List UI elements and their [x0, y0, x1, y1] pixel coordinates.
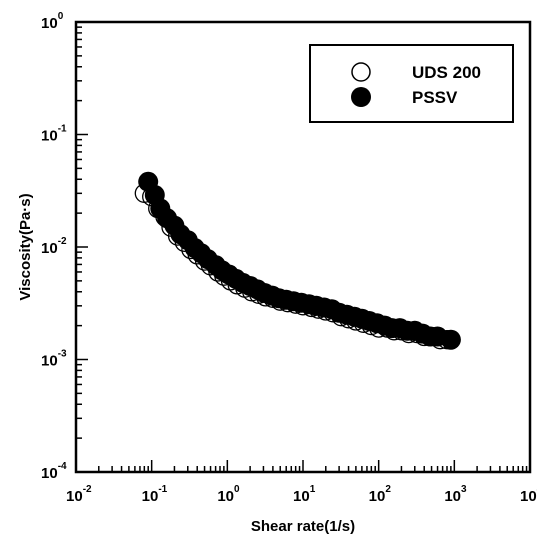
x-tick-label: 100: [217, 484, 240, 505]
x-tick-label: 10-2: [66, 484, 92, 505]
x-tick-labels: 10-2 10-1 100 101 102 103 104: [66, 484, 537, 505]
y-tick-label: 10-3: [41, 349, 67, 370]
x-tick-label: 102: [369, 484, 392, 505]
legend: UDS 200 PSSV: [309, 44, 514, 123]
y-tick-label: 100: [41, 11, 64, 32]
legend-label-pssv: PSSV: [412, 88, 458, 107]
y-axis-title: Viscosity(Pa·s): [17, 193, 34, 300]
legend-label-uds200: UDS 200: [412, 63, 481, 82]
y-tick-labels: 100 10-1 10-2 10-3 10-4: [41, 11, 67, 482]
x-tick-label: 104: [520, 484, 537, 505]
x-axis-title: Shear rate(1/s): [251, 518, 355, 535]
data-point-series-1: [440, 329, 461, 350]
minor-ticks: [75, 26, 528, 473]
y-tick-label: 10-1: [41, 124, 67, 145]
legend-box: [309, 44, 514, 123]
y-tick-label: 10-4: [41, 461, 67, 482]
x-tick-label: 101: [293, 484, 316, 505]
data-markers: [134, 171, 461, 350]
legend-marker-uds200: [351, 62, 371, 82]
x-tick-label: 103: [444, 484, 467, 505]
legend-marker-pssv: [351, 87, 371, 107]
x-tick-label: 10-1: [142, 484, 168, 505]
y-tick-label: 10-2: [41, 236, 67, 257]
